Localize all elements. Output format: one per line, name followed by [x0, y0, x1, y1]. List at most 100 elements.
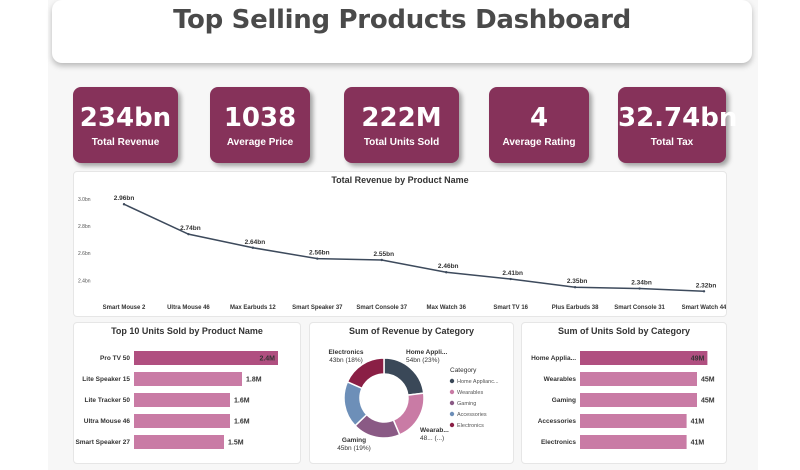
kpi-label: Total Units Sold — [363, 137, 440, 148]
chart-title: Sum of Units Sold by Category — [557, 326, 690, 336]
bar-value-label: 45M — [701, 398, 715, 405]
category-label: Smart Speaker 27 — [75, 439, 130, 446]
y-tick-label: 3.0bn — [78, 197, 91, 203]
bar-value-label: 2.4M — [259, 356, 275, 363]
donut-slice[interactable] — [346, 357, 385, 390]
kpi-label: Total Tax — [650, 137, 694, 148]
legend-item[interactable]: Home Applianc... — [457, 379, 499, 385]
legend-item[interactable]: Wearables — [457, 390, 483, 396]
legend-item[interactable]: Electronics — [457, 423, 484, 429]
legend-item[interactable]: Accessories — [457, 412, 487, 418]
data-point[interactable] — [573, 286, 577, 289]
slice-value-label: 45bn (19%) — [337, 445, 371, 452]
data-label: 2.46bn — [438, 263, 459, 270]
chart-title: Top 10 Units Sold by Product Name — [111, 326, 263, 336]
top-units-bar-chart-panel[interactable]: Top 10 Units Sold by Product Name Pro TV… — [73, 322, 301, 464]
data-point[interactable] — [638, 287, 641, 290]
bar-value-label: 41M — [691, 419, 705, 426]
legend-item[interactable]: Gaming — [457, 401, 476, 407]
bar-value-label: 1.8M — [246, 377, 262, 384]
x-tick-label: Plus Earbuds 38 — [552, 305, 599, 311]
bar[interactable] — [134, 393, 230, 407]
units-category-bar-chart-panel[interactable]: Sum of Units Sold by Category Home Appli… — [521, 322, 727, 464]
x-tick-label: Max Earbuds 12 — [230, 305, 276, 311]
kpi-value: 234bn — [79, 103, 172, 133]
kpi-average-price[interactable]: 1038 Average Price — [210, 87, 310, 163]
category-label: Lite Speaker 15 — [82, 376, 130, 383]
y-tick-label: 2.6bn — [78, 251, 91, 257]
bar[interactable] — [580, 393, 697, 407]
data-point[interactable] — [380, 258, 383, 262]
bar[interactable] — [580, 414, 687, 428]
kpi-total-units-sold[interactable]: 222M Total Units Sold — [344, 87, 459, 163]
bar[interactable] — [580, 435, 687, 449]
series-line — [123, 203, 705, 293]
x-tick-label: Smart Speaker 37 — [292, 305, 343, 311]
data-point[interactable] — [509, 277, 512, 281]
category-label: Gaming — [552, 397, 576, 404]
data-label: 2.55bn — [373, 251, 394, 258]
slice-label: Electronics — [328, 349, 363, 356]
legend-swatch — [449, 378, 455, 384]
slice-value-label: 54bn (23%) — [406, 357, 440, 364]
data-point[interactable] — [316, 257, 319, 260]
legend-swatch — [449, 400, 455, 406]
top-units-bar-chart: Pro TV 50 2.4M Lite Speaker 15 1.8M Lite Tra… — [75, 351, 278, 449]
data-point[interactable] — [122, 203, 126, 206]
slice-label: Wearab... — [420, 427, 449, 434]
chart-title: Total Revenue by Product Name — [331, 175, 469, 185]
data-point[interactable] — [702, 290, 706, 293]
slice-value-label: 48... (...) — [420, 435, 444, 442]
kpi-value: 4 — [529, 103, 549, 133]
y-tick-label: 2.8bn — [78, 224, 91, 230]
category-label: Wearables — [544, 376, 577, 383]
x-tick-label: Smart Console 31 — [614, 305, 665, 311]
data-label: 2.96bn — [114, 195, 135, 202]
data-point[interactable] — [251, 246, 255, 249]
revenue-line-chart: 3.0bn 2.8bn 2.6bn 2.4bn 2.96bn Smart Mouse 2 2… — [78, 195, 726, 311]
bar[interactable] — [134, 435, 224, 449]
data-label: 2.56bn — [309, 250, 330, 257]
x-tick-label: Smart Console 37 — [356, 305, 407, 311]
legend-swatch — [449, 389, 455, 395]
bar-value-label: 1.6M — [234, 419, 250, 426]
kpi-value: 1038 — [223, 103, 297, 133]
legend-swatch — [449, 411, 455, 417]
bar[interactable] — [134, 351, 278, 365]
revenue-category-donut-panel[interactable]: Sum of Revenue by Category Home Appli...… — [309, 322, 514, 464]
category-label: Ultra Mouse 46 — [84, 418, 131, 425]
slice-label: Gaming — [342, 437, 366, 444]
revenue-category-donut: Home Appli...54bn (23%) Wearab...48... (.… — [328, 349, 499, 452]
bar-value-label: 49M — [691, 356, 705, 363]
kpi-average-rating[interactable]: 4 Average Rating — [489, 87, 589, 163]
kpi-label: Total Revenue — [91, 137, 160, 148]
data-label: 2.74bn — [180, 225, 201, 232]
kpi-value: 222M — [361, 103, 442, 133]
data-point[interactable] — [445, 271, 448, 274]
chart-title: Sum of Revenue by Category — [348, 326, 475, 336]
kpi-total-revenue[interactable]: 234bn Total Revenue — [73, 87, 178, 163]
bar[interactable] — [134, 414, 230, 428]
data-label: 2.41bn — [502, 270, 523, 277]
kpi-total-tax[interactable]: 32.74bn Total Tax — [618, 87, 737, 163]
y-tick-label: 2.4bn — [78, 278, 91, 284]
x-tick-label: Max Watch 36 — [426, 305, 466, 311]
data-point[interactable] — [187, 232, 190, 236]
revenue-line-chart-panel[interactable]: Total Revenue by Product Name 3.0bn 2.8bn… — [73, 171, 727, 317]
x-tick-label: Smart Mouse 2 — [103, 305, 146, 311]
x-tick-label: Smart Watch 44 — [682, 305, 726, 311]
legend-swatch — [449, 422, 455, 428]
data-label: 2.32bn — [696, 282, 717, 289]
title-banner: Top Selling Products Dashboard — [52, 0, 752, 63]
legend-title: Category — [450, 367, 477, 374]
bar[interactable] — [134, 372, 242, 386]
bar-value-label: 1.6M — [234, 398, 250, 405]
category-label: Lite Tracker 50 — [84, 397, 130, 404]
bar[interactable] — [580, 351, 708, 365]
slice-value-label: 43bn (18%) — [329, 357, 363, 364]
x-tick-label: Ultra Mouse 46 — [167, 305, 210, 311]
data-label: 2.34bn — [631, 280, 652, 287]
bar[interactable] — [580, 372, 697, 386]
bar-value-label: 41M — [691, 440, 705, 447]
category-label: Electronics — [541, 439, 576, 446]
